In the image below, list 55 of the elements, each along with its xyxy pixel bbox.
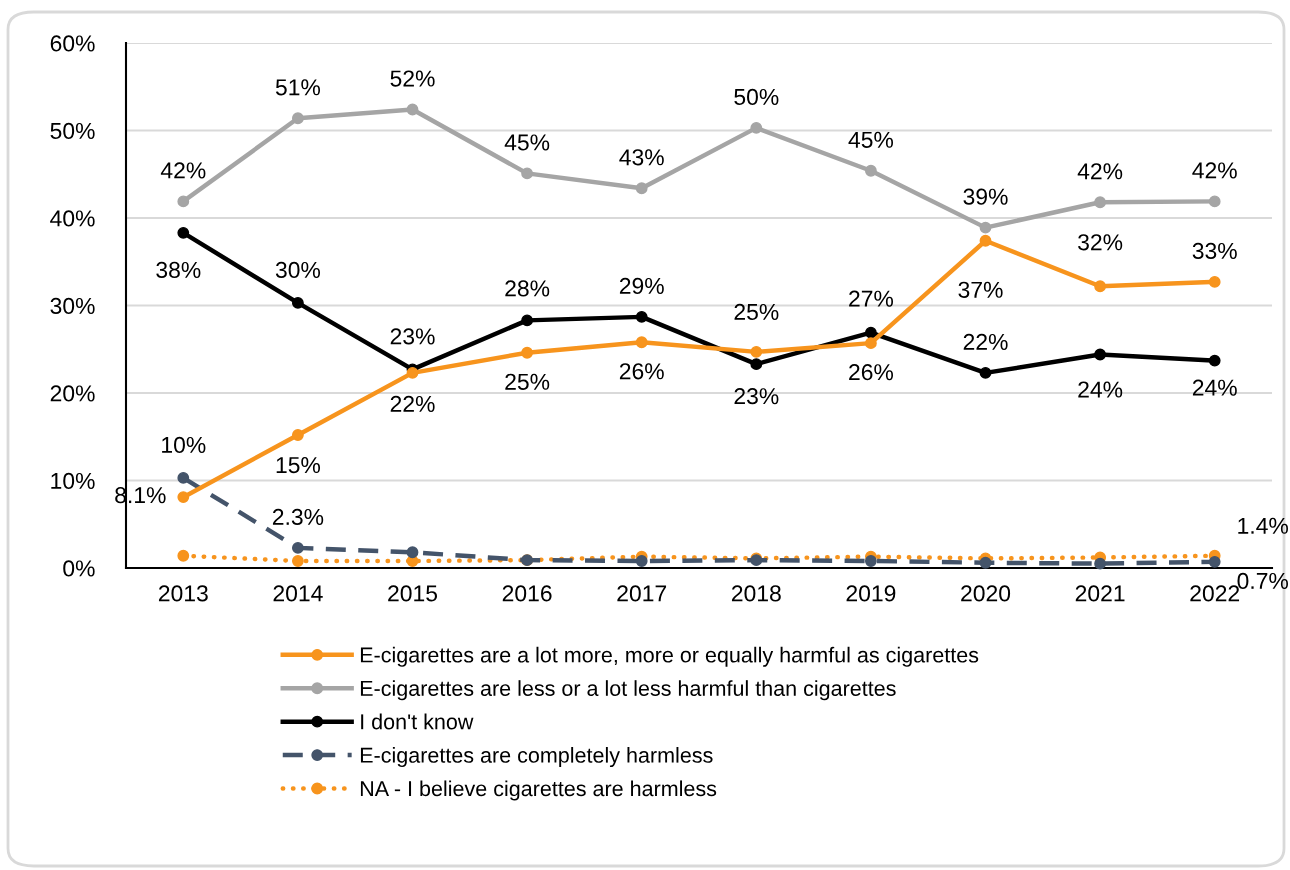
x-tick-label: 2016: [502, 585, 552, 602]
data-label: 42%: [1192, 162, 1237, 179]
data-label: 10%: [162, 436, 206, 454]
data-label: 23%: [390, 328, 435, 345]
data-label: 28%: [505, 280, 550, 297]
x-tick-label: 2021: [1075, 585, 1125, 602]
data-label: 50%: [734, 88, 779, 106]
data-label: 27%: [849, 290, 894, 307]
x-tick-label: 2022: [1190, 585, 1240, 602]
x-tick-label: 2013: [158, 585, 208, 602]
data-label: 26%: [849, 364, 894, 381]
y-tick-label: 50%: [50, 122, 95, 140]
data-label: 37%: [958, 281, 1003, 298]
y-tick-label: 0%: [63, 560, 95, 577]
y-tick-label: 40%: [50, 210, 95, 227]
x-tick-label: 2017: [617, 585, 667, 602]
data-label: 1.4%: [1238, 517, 1288, 534]
y-tick-label: 60%: [50, 35, 95, 52]
x-tick-label: 2018: [731, 585, 781, 602]
x-tick-label: 2014: [273, 585, 323, 602]
data-label: 25%: [505, 373, 550, 390]
data-label: 45%: [848, 131, 894, 148]
y-tick-label: 30%: [50, 297, 95, 315]
legend-label: E-cigarettes are less or a lot less harmful than cigarettes: [360, 680, 896, 701]
data-label: 51%: [275, 79, 321, 96]
data-label: 33%: [1192, 242, 1237, 260]
data-label: 45%: [504, 134, 550, 151]
data-label: 24%: [1078, 381, 1123, 398]
data-label: 25%: [734, 303, 779, 321]
data-label: 26%: [619, 363, 664, 380]
data-label: 38%: [156, 261, 201, 279]
data-label: 24%: [1192, 379, 1237, 396]
y-tick-label: 10%: [51, 472, 95, 490]
data-label: 23%: [734, 388, 779, 405]
data-label: 22%: [963, 333, 1008, 350]
data-label: 2.3%: [272, 508, 324, 526]
data-label: 29%: [619, 277, 664, 295]
data-label: 42%: [160, 162, 206, 179]
legend-label: E-cigarettes are completely harmless: [360, 747, 713, 768]
data-label: 52%: [390, 70, 435, 87]
data-label: 42%: [1077, 163, 1123, 180]
data-label: 0.7%: [1237, 572, 1288, 590]
legend-label: I don't know: [361, 713, 474, 730]
x-tick-label: 2015: [388, 585, 438, 602]
data-label: 43%: [619, 149, 664, 166]
data-label: 39%: [963, 188, 1008, 205]
legend-label: E-cigarettes are a lot more, more or equally harmful as cigarettes: [360, 646, 979, 667]
x-tick-label: 2019: [846, 585, 896, 602]
data-label: 30%: [275, 261, 321, 279]
data-label: 32%: [1078, 234, 1123, 251]
data-label: 15%: [276, 457, 321, 474]
x-tick-label: 2020: [961, 585, 1011, 602]
y-tick-label: 20%: [50, 385, 95, 402]
data-label: 22%: [390, 395, 435, 412]
legend-label: NA - I believe cigarettes are harmless: [360, 780, 717, 801]
